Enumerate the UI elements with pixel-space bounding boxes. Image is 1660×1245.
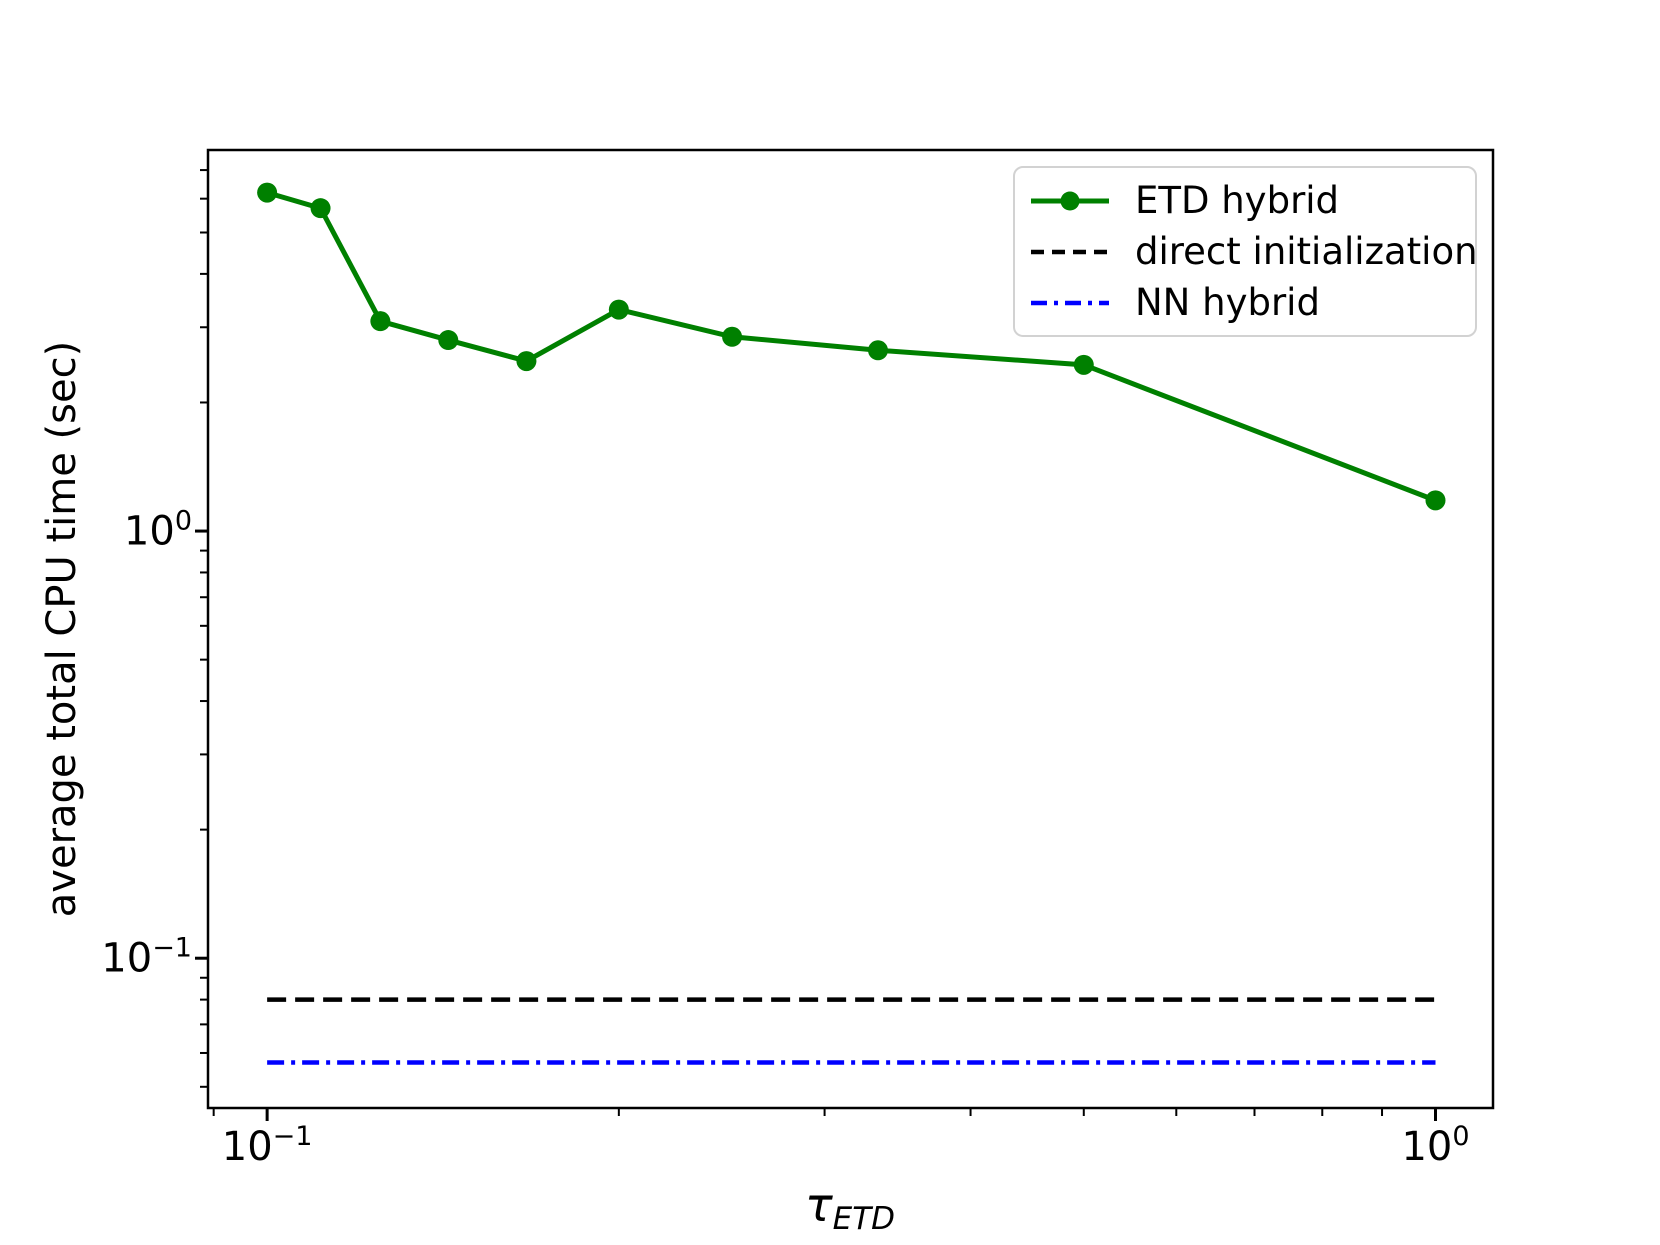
data-point-marker-etd-hybrid (438, 330, 459, 351)
data-point-marker-etd-hybrid (1425, 490, 1446, 511)
legend-label: direct initialization (1135, 230, 1478, 273)
legend: ETD hybrid direct initialization NN hybr… (1013, 166, 1478, 337)
y-tick-label: 100 (123, 505, 192, 555)
legend-item-nn-hybrid: NN hybrid (1029, 277, 1475, 328)
data-point-marker-etd-hybrid (867, 340, 888, 361)
x-axis-label-tau: τ (804, 1178, 833, 1232)
x-tick-label: 100 (1401, 1121, 1470, 1170)
data-point-marker-etd-hybrid (1073, 354, 1094, 375)
y-tick-label: 10−1 (101, 932, 192, 982)
dashed-line-swatch-icon (1031, 249, 1109, 254)
data-point-marker-etd-hybrid (257, 182, 278, 203)
data-point-marker-etd-hybrid (608, 299, 629, 320)
legend-label: NN hybrid (1135, 281, 1320, 324)
solid-line-marker-swatch-icon (1031, 191, 1109, 210)
series-line-etd-hybrid (266, 190, 1437, 503)
data-point-marker-etd-hybrid (310, 198, 331, 219)
x-tick-label: 10−1 (221, 1121, 313, 1170)
legend-label: ETD hybrid (1135, 179, 1340, 222)
x-axis-label-subscript: ETD (832, 1201, 896, 1237)
legend-item-etd-hybrid: ETD hybrid (1029, 175, 1475, 226)
dashdot-line-swatch-icon (1031, 300, 1109, 305)
plot-border (206, 148, 1495, 1110)
data-point-marker-etd-hybrid (516, 351, 537, 372)
data-point-marker-etd-hybrid (722, 326, 743, 347)
x-axis-label: τETD (805, 1178, 895, 1237)
legend-item-direct-initialization: direct initialization (1029, 226, 1478, 277)
y-axis-label: average total CPU time (sec) (39, 340, 85, 918)
data-point-marker-etd-hybrid (370, 311, 391, 332)
